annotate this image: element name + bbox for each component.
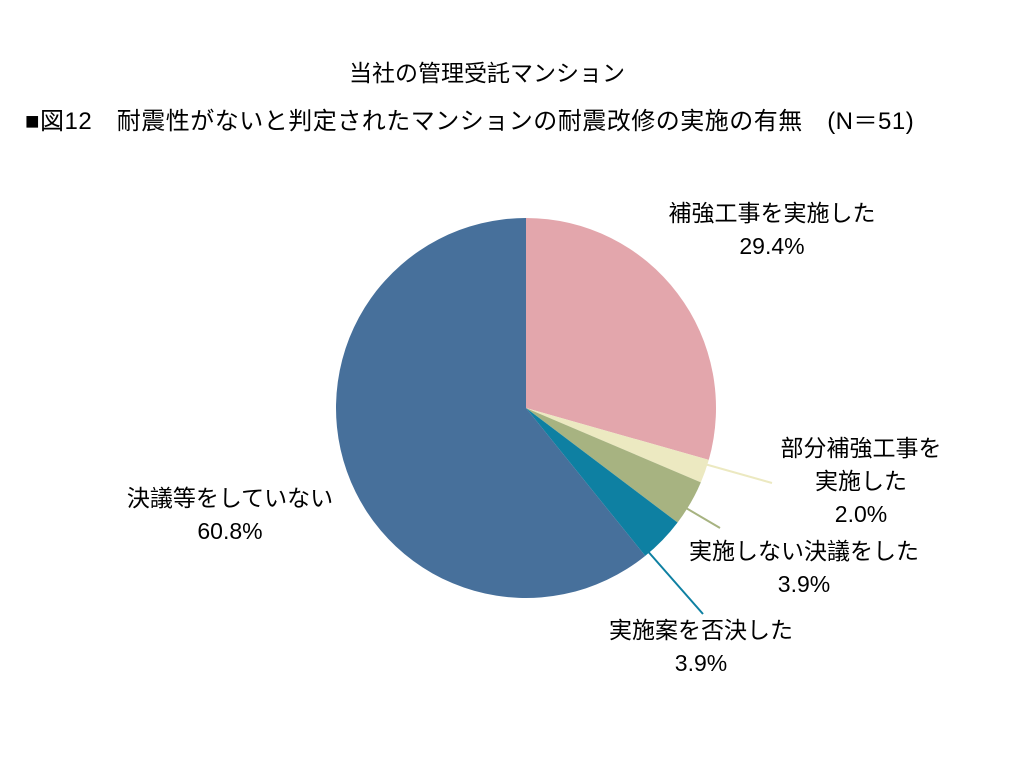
chart-title: 当社の管理受託マンション	[349, 60, 625, 86]
pie-label-line: 実施した	[815, 468, 907, 494]
pie-label-line: 部分補強工事を	[780, 435, 942, 461]
pie-label-line: 60.8%	[197, 518, 263, 544]
pie-slice-3	[526, 408, 678, 556]
pie-label-line: 2.0%	[834, 501, 888, 527]
leader-line-1	[700, 462, 773, 484]
pie-slice-1	[526, 408, 709, 483]
pie-label-line: 決議等をしていない	[126, 485, 334, 511]
pie-label-line: 実施案を否決した	[609, 617, 793, 643]
pie-label-line: 実施しない決議をした	[689, 538, 919, 564]
pie-label-4: 決議等をしていない 60.8%	[127, 482, 333, 548]
pie-label-line: 3.9%	[674, 650, 728, 676]
pie-label-1: 部分補強工事を 実施した 2.0%	[781, 432, 942, 531]
pie-label-line: 補強工事を実施した	[668, 200, 876, 226]
figure-caption: ■図12 耐震性がないと判定されたマンションの耐震改修の実施の有無 (N＝51)	[25, 108, 915, 135]
pie-slice-2	[526, 408, 701, 523]
leader-line-2	[685, 507, 721, 529]
pie-label-3: 実施案を否決した 3.9%	[609, 614, 793, 680]
pie-label-line: 3.9%	[777, 571, 831, 597]
pie-label-line: 29.4%	[739, 233, 805, 259]
leader-line-3	[644, 547, 704, 615]
pie-label-0: 補強工事を実施した 29.4%	[669, 197, 876, 263]
pie-slice-0	[526, 218, 717, 460]
pie-label-2: 実施しない決議をした 3.9%	[689, 535, 919, 601]
pie-slice-4	[336, 218, 646, 598]
